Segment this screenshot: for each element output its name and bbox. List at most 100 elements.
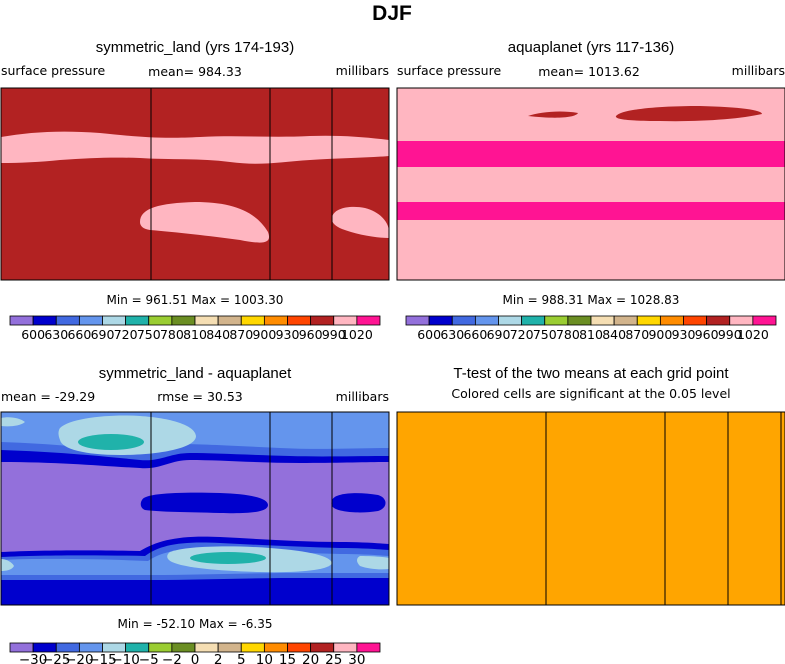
colorbar-swatch	[32, 315, 57, 326]
panel-1-units-label: millibars	[336, 63, 389, 78]
panel-3-teal-north	[78, 434, 144, 450]
colorbar-tick-label: 840	[206, 327, 230, 342]
colorbar-swatch	[263, 315, 288, 326]
colorbar-swatch	[125, 642, 150, 653]
colorbar-swatch	[55, 315, 80, 326]
colorbar-swatch	[263, 642, 288, 653]
panel-3-blue-blob-b	[331, 493, 386, 513]
colorbar-swatch	[451, 315, 476, 326]
colorbar-tick-label: 660	[463, 327, 487, 342]
colorbar-swatch	[78, 642, 103, 653]
colorbar-swatch	[659, 315, 684, 326]
panel-2-field	[397, 88, 785, 280]
colorbar-tick-label: −2	[162, 652, 182, 664]
colorbar-tick-label: 750	[137, 327, 161, 342]
colorbar-swatch	[217, 315, 242, 326]
colorbar-tick-label: −5	[139, 652, 159, 664]
colorbar-swatch	[125, 315, 150, 326]
panel-3-rmse-label: rmse = 30.53	[157, 389, 243, 404]
panel-3-title: symmetric_land - aquaplanet	[99, 365, 292, 382]
panel-3-light-south-c	[357, 556, 389, 570]
panel-2-red-blob-b	[615, 106, 762, 122]
colorbar-swatch	[240, 315, 265, 326]
colorbar-tick-label: 840	[602, 327, 626, 342]
panel-2-map	[397, 88, 785, 280]
colorbar-swatch	[240, 642, 265, 653]
colorbar-swatch	[428, 315, 453, 326]
panel-3-units-label: millibars	[336, 389, 389, 404]
colorbar-tick-label: 720	[114, 327, 138, 342]
colorbar-tick-label: 930	[672, 327, 696, 342]
panel-4-subtitle: Colored cells are significant at the 0.0…	[451, 386, 730, 401]
colorbar-swatch	[148, 642, 173, 653]
colorbar-swatch	[9, 642, 34, 653]
colorbar-swatch	[729, 315, 754, 326]
panel-3-light-south-b	[1, 559, 14, 571]
colorbar-swatch	[333, 642, 358, 653]
colorbar-tick-label: 20	[302, 652, 319, 664]
colorbar-swatch	[706, 315, 731, 326]
panel-3-map	[1, 412, 389, 605]
panel-4-frame	[396, 411, 785, 606]
panel-2-band-south	[397, 202, 785, 220]
colorbar-swatch	[636, 315, 661, 326]
colorbar-swatch	[171, 642, 196, 653]
panel-2-units-label: millibars	[732, 63, 785, 78]
colorbar-tick-label: 0	[191, 652, 200, 664]
colorbar-tick-label: 1020	[737, 327, 769, 342]
panel-2-left-label: surface pressure	[397, 63, 501, 78]
colorbar-tick-label: 25	[325, 652, 342, 664]
panel-1-title: symmetric_land (yrs 174-193)	[96, 39, 294, 56]
colorbar-swatch	[356, 642, 381, 653]
panel-aquaplanet: aquaplanet (yrs 117-136) surface pressur…	[396, 39, 785, 342]
colorbar-tick-label: 810	[579, 327, 603, 342]
panel-3-colorbar: −30−25−20−15−10−5 −2 0 2 5 10 15 20 25 30	[9, 642, 381, 664]
colorbar-swatch	[683, 315, 708, 326]
colorbar-swatch	[356, 315, 381, 326]
colorbar-tick-label: 990	[322, 327, 346, 342]
colorbar-tick-label: 690	[91, 327, 115, 342]
panel-2-title: aquaplanet (yrs 117-136)	[508, 39, 675, 56]
colorbar-tick-label: 15	[279, 652, 296, 664]
colorbar-swatch	[102, 642, 127, 653]
panel-1-pink-blob-b	[331, 206, 389, 238]
colorbar-swatch	[405, 315, 430, 326]
colorbar-swatch	[217, 642, 242, 653]
panel-1-frame	[0, 87, 390, 281]
panel-symmetric-land: symmetric_land (yrs 174-193) surface pre…	[0, 39, 390, 342]
panel-4-title: T-test of the two means at each grid poi…	[453, 365, 729, 382]
colorbar-swatch	[310, 642, 335, 653]
colorbar-tick-label: 630	[44, 327, 68, 342]
colorbar-swatch	[474, 315, 499, 326]
colorbar-tick-label: 780	[160, 327, 184, 342]
panel-ttest: T-test of the two means at each grid poi…	[396, 365, 785, 606]
panel-4-map	[397, 412, 785, 605]
colorbar-tick-label: −20	[65, 652, 94, 664]
colorbar-swatch	[78, 315, 103, 326]
colorbar-tick-label: 960	[299, 327, 323, 342]
colorbar-tick-label: 870	[625, 327, 649, 342]
colorbar-swatch	[9, 315, 34, 326]
colorbar-tick-label: 2	[214, 652, 223, 664]
colorbar-swatch	[752, 315, 777, 326]
panel-2-mean-label: mean= 1013.62	[538, 64, 640, 79]
panel-difference: symmetric_land - aquaplanet mean = -29.2…	[0, 365, 390, 664]
colorbar-swatch	[613, 315, 638, 326]
colorbar-tick-label: 810	[183, 327, 207, 342]
panel-2-red-blob-a	[528, 111, 578, 118]
panel-4-field	[397, 412, 785, 605]
colorbar-swatch	[194, 315, 219, 326]
panel-1-pink-band	[1, 131, 389, 164]
colorbar-tick-label: −10	[111, 652, 140, 664]
colorbar-swatch	[498, 315, 523, 326]
colorbar-tick-label: 960	[695, 327, 719, 342]
colorbar-tick-label: −30	[19, 652, 48, 664]
colorbar-swatch	[521, 315, 546, 326]
colorbar-swatch	[287, 642, 312, 653]
colorbar-tick-label: 30	[348, 652, 365, 664]
colorbar-tick-label: 5	[237, 652, 246, 664]
colorbar-tick-label: 870	[229, 327, 253, 342]
colorbar-tick-label: 780	[556, 327, 580, 342]
panel-1-left-label: surface pressure	[1, 63, 105, 78]
